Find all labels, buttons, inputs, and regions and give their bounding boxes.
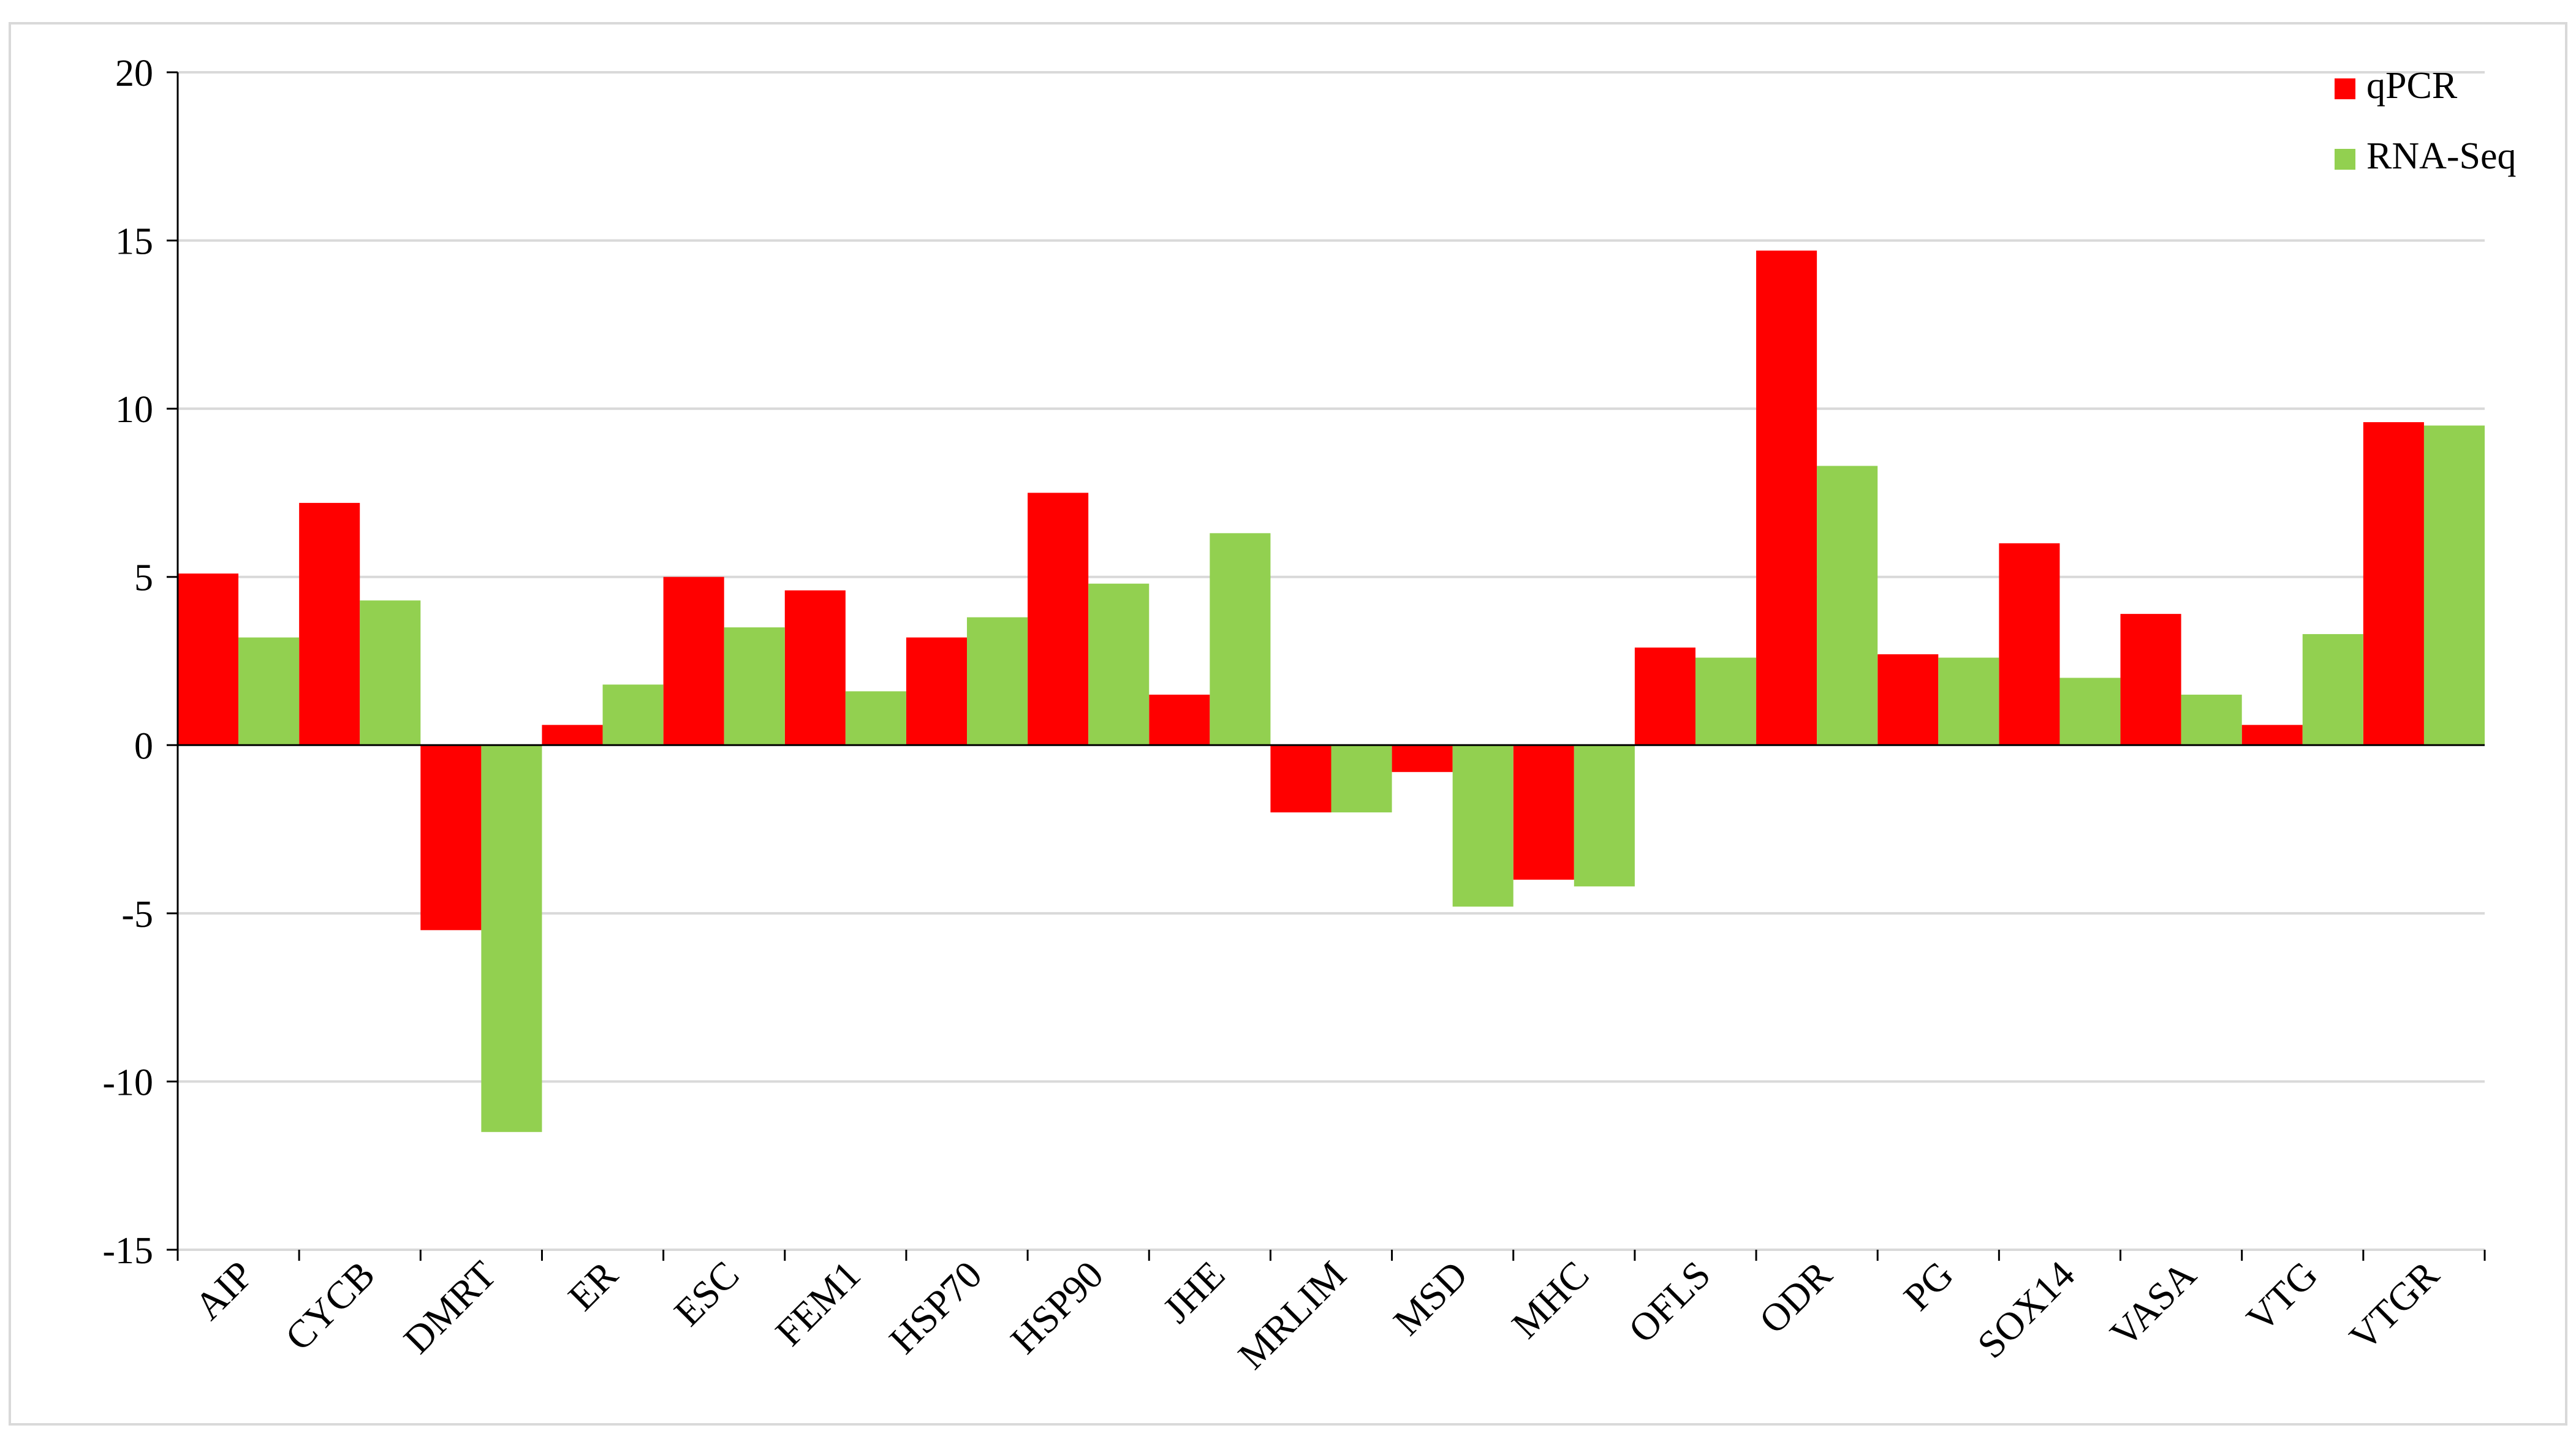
bar-qpcr-dmrt <box>420 745 482 931</box>
bar-rna-seq-cycb <box>360 600 421 746</box>
bar-rna-seq-hsp70 <box>967 617 1028 746</box>
bar-qpcr-hsp90 <box>1028 493 1089 746</box>
bars <box>178 251 2485 1132</box>
bar-qpcr-mrlim <box>1270 745 1332 813</box>
bar-qpcr-esc <box>663 576 724 746</box>
bar-qpcr-vtg <box>2241 725 2303 746</box>
bar-rna-seq-msd <box>1452 745 1513 907</box>
y-tick-label: 5 <box>134 557 153 599</box>
bar-rna-seq-pg <box>1938 657 1999 746</box>
legend-label: RNA-Seq <box>2366 135 2517 177</box>
bar-rna-seq-jhe <box>1210 533 1271 746</box>
y-tick-label: 0 <box>134 725 153 767</box>
bar-rna-seq-aip <box>238 637 300 746</box>
bar-qpcr-sox14 <box>1999 543 2060 746</box>
bar-rna-seq-er <box>602 684 664 746</box>
bar-qpcr-mhc <box>1513 745 1574 880</box>
bar-rna-seq-hsp90 <box>1088 583 1150 746</box>
bar-qpcr-odr <box>1756 251 1817 746</box>
bar-qpcr-jhe <box>1149 694 1210 746</box>
gridlines <box>178 71 2485 1251</box>
bar-qpcr-hsp70 <box>906 637 968 746</box>
y-tick-label: 10 <box>115 389 153 431</box>
bar-qpcr-msd <box>1392 745 1453 773</box>
bar-rna-seq-vtgr <box>2423 425 2485 746</box>
bar-qpcr-pg <box>1877 654 1939 746</box>
bar-rna-seq-esc <box>724 627 785 746</box>
legend-swatch <box>2335 78 2355 99</box>
bar-rna-seq-odr <box>1817 466 1878 746</box>
bar-rna-seq-vasa <box>2181 694 2242 746</box>
y-tick-label: 15 <box>115 221 153 263</box>
bar-rna-seq-ofls <box>1695 657 1757 746</box>
axes <box>167 71 2486 1261</box>
bar-rna-seq-vtg <box>2302 634 2363 746</box>
bar-qpcr-er <box>542 725 603 746</box>
bar-qpcr-cycb <box>299 502 360 746</box>
y-tick-label: -10 <box>102 1062 153 1103</box>
bar-qpcr-aip <box>178 573 239 746</box>
y-tick-label: -15 <box>102 1230 153 1272</box>
y-tick-labels: -15 -10 -5 0 5 10 15 20 <box>102 53 153 1272</box>
legend-swatch <box>2335 149 2355 170</box>
bar-rna-seq-dmrt <box>481 745 542 1132</box>
y-tick-label: 20 <box>115 53 153 94</box>
y-tick-label: -5 <box>121 894 153 935</box>
legend: qPCR RNA-Seq <box>2335 65 2517 177</box>
bar-rna-seq-fem1 <box>845 691 906 746</box>
bar-rna-seq-mrlim <box>1331 745 1392 813</box>
bar-qpcr-ofls <box>1634 648 1695 746</box>
legend-label: qPCR <box>2366 65 2458 107</box>
bar-rna-seq-sox14 <box>2059 678 2121 746</box>
bar-qpcr-vasa <box>2120 614 2181 746</box>
bar-qpcr-vtgr <box>2363 422 2424 746</box>
bar-qpcr-fem1 <box>784 590 846 746</box>
bar-rna-seq-mhc <box>1574 745 1635 886</box>
